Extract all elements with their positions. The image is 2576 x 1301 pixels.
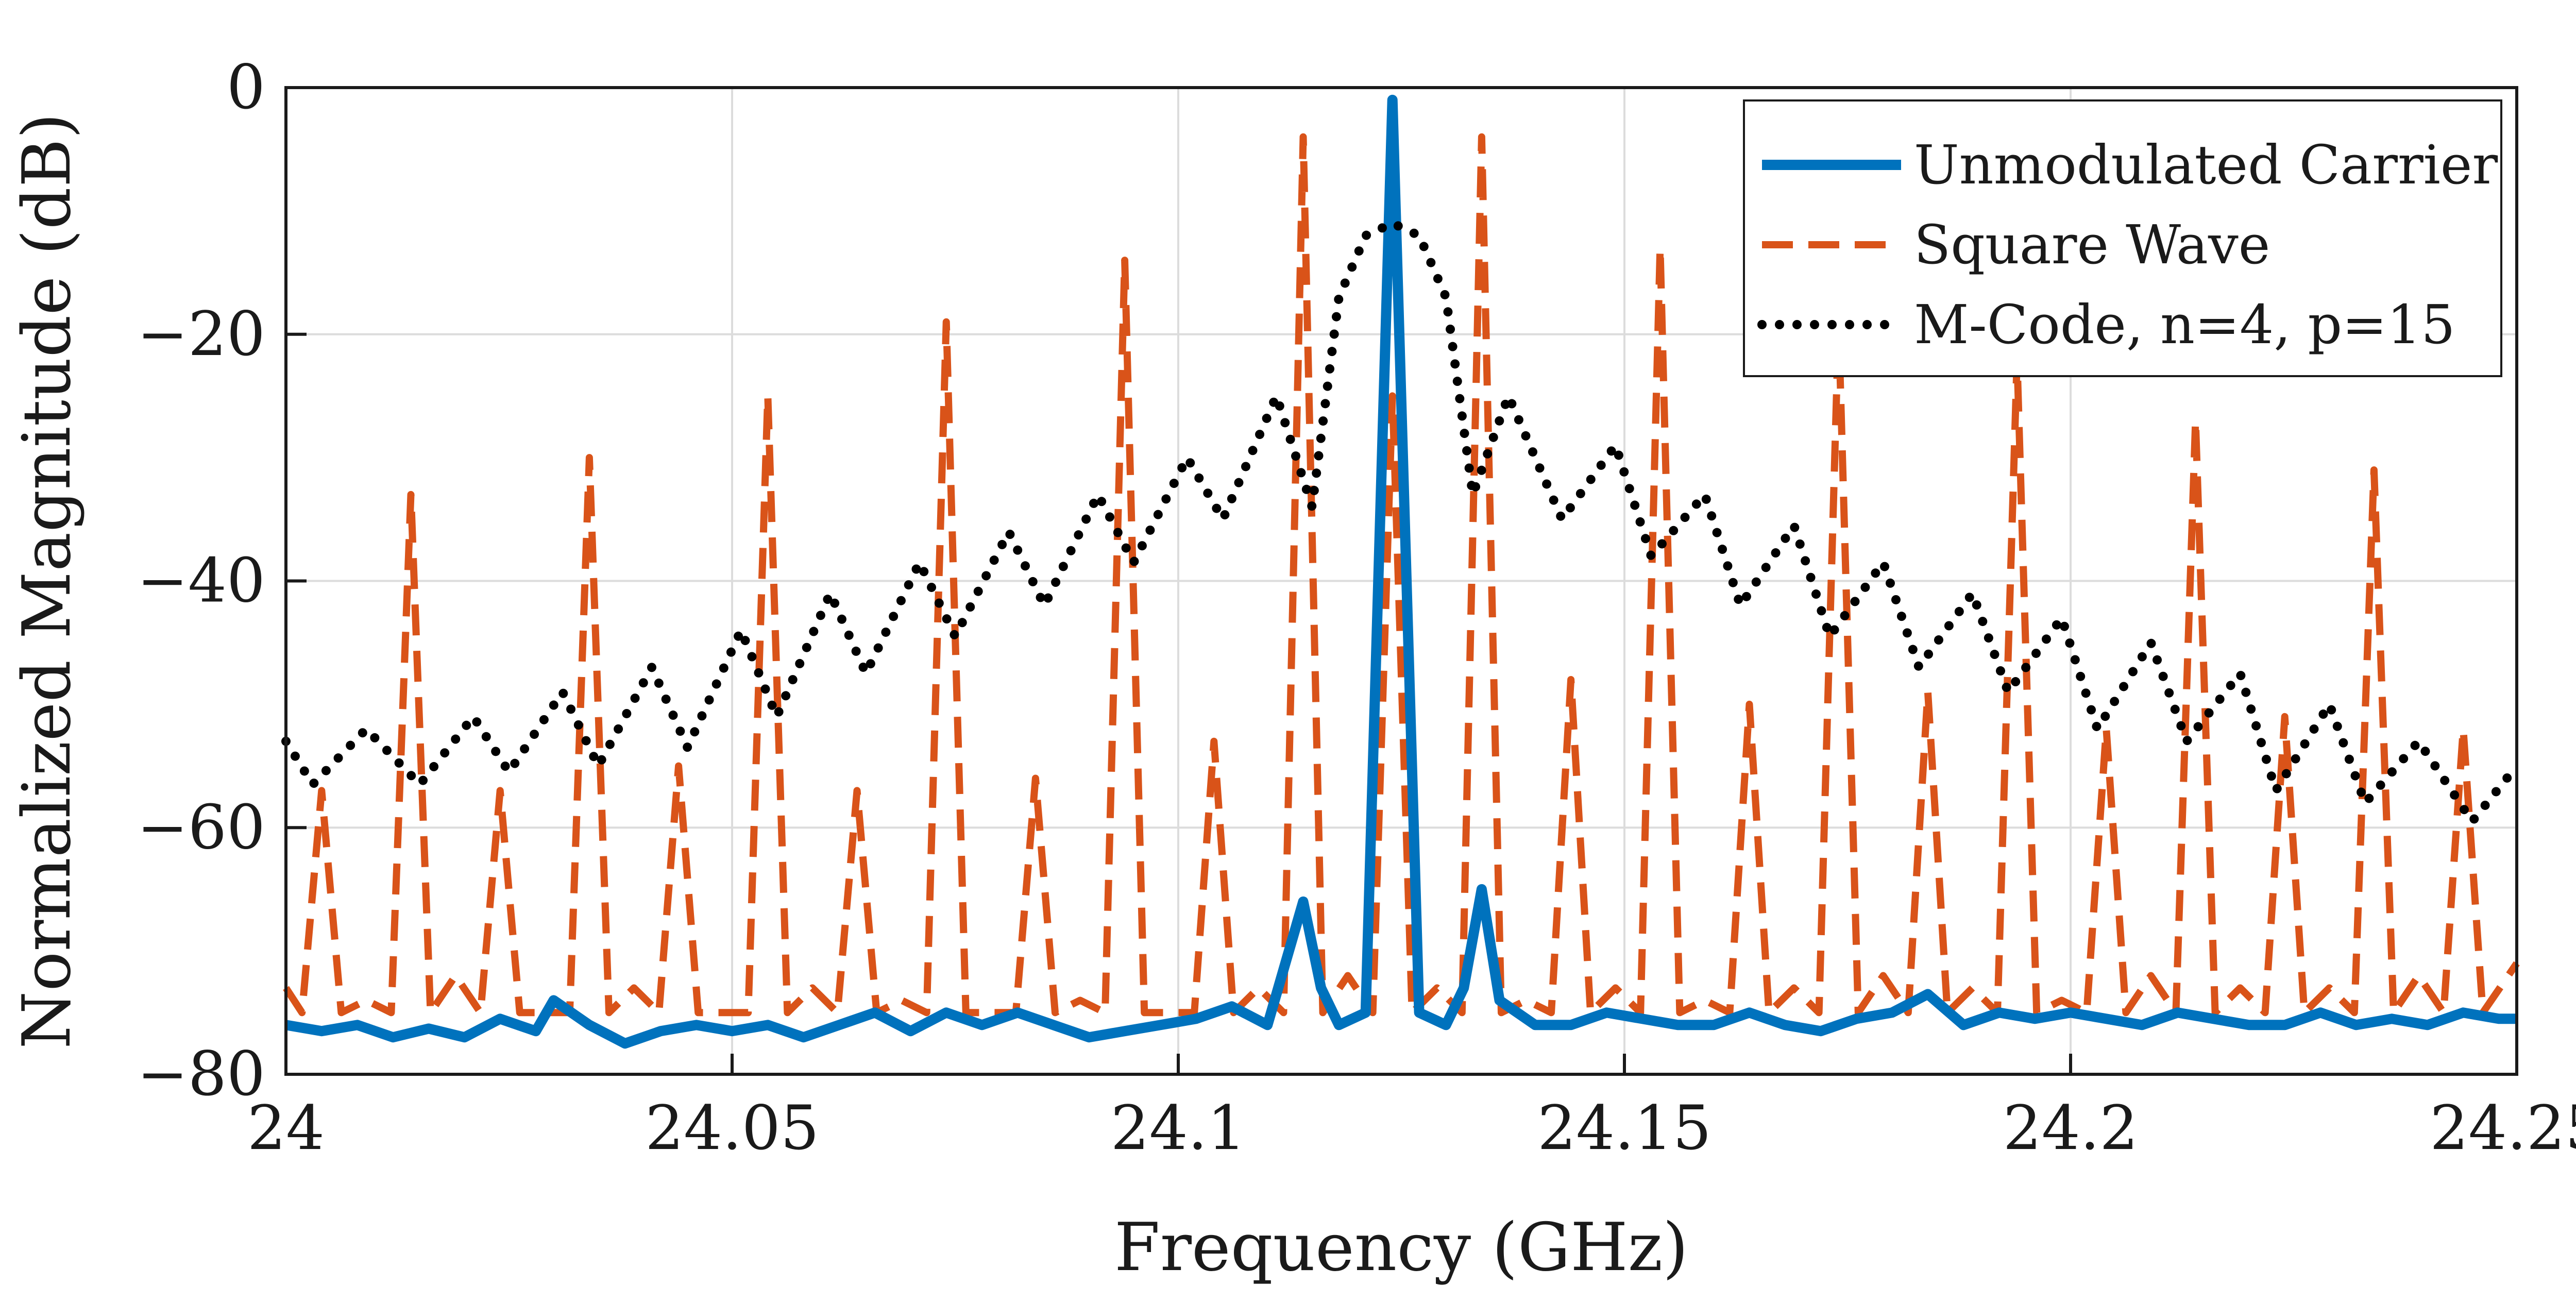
y-axis-label: Normalized Magnitude (dB) — [9, 113, 86, 1049]
plot-series — [281, 94, 2521, 1049]
legend: Unmodulated Carrier Square Wave M-Code, n=… — [1743, 99, 2502, 377]
y-tick-label: −20 — [137, 298, 265, 369]
y-tick-label: −40 — [137, 545, 265, 616]
x-tick-label: 24.25 — [2430, 1092, 2576, 1163]
x-tick-label: 24.2 — [2003, 1092, 2139, 1163]
legend-box — [1743, 99, 2502, 377]
y-tick-label: −60 — [137, 791, 265, 863]
x-tick-label: 24.15 — [1537, 1092, 1711, 1163]
x-tick-label: 24 — [247, 1092, 325, 1163]
x-tick-label: 24.1 — [1111, 1092, 1246, 1163]
x-tick-label: 24.05 — [645, 1092, 819, 1163]
y-tick-label: −80 — [137, 1038, 265, 1109]
series-line-m-code-n-4-p-15 — [281, 218, 2521, 826]
series-line-unmodulated-carrier — [285, 94, 2517, 1049]
y-tick-label: 0 — [227, 52, 265, 123]
legend-label: Square Wave — [1914, 213, 2270, 276]
legend-items: Unmodulated Carrier Square Wave M-Code, n=… — [1757, 133, 2498, 356]
series-line-square-wave — [283, 133, 2520, 1017]
x-axis-label: Frequency (GHz) — [1114, 1209, 1688, 1286]
legend-label: M-Code, n=4, p=15 — [1914, 293, 2455, 356]
legend-label: Unmodulated Carrier — [1914, 133, 2498, 196]
axis-ticks: 24 24.05 24.1 24.15 24.2 24.25 −80 −60 −40 −20 0 — [137, 52, 2576, 1163]
